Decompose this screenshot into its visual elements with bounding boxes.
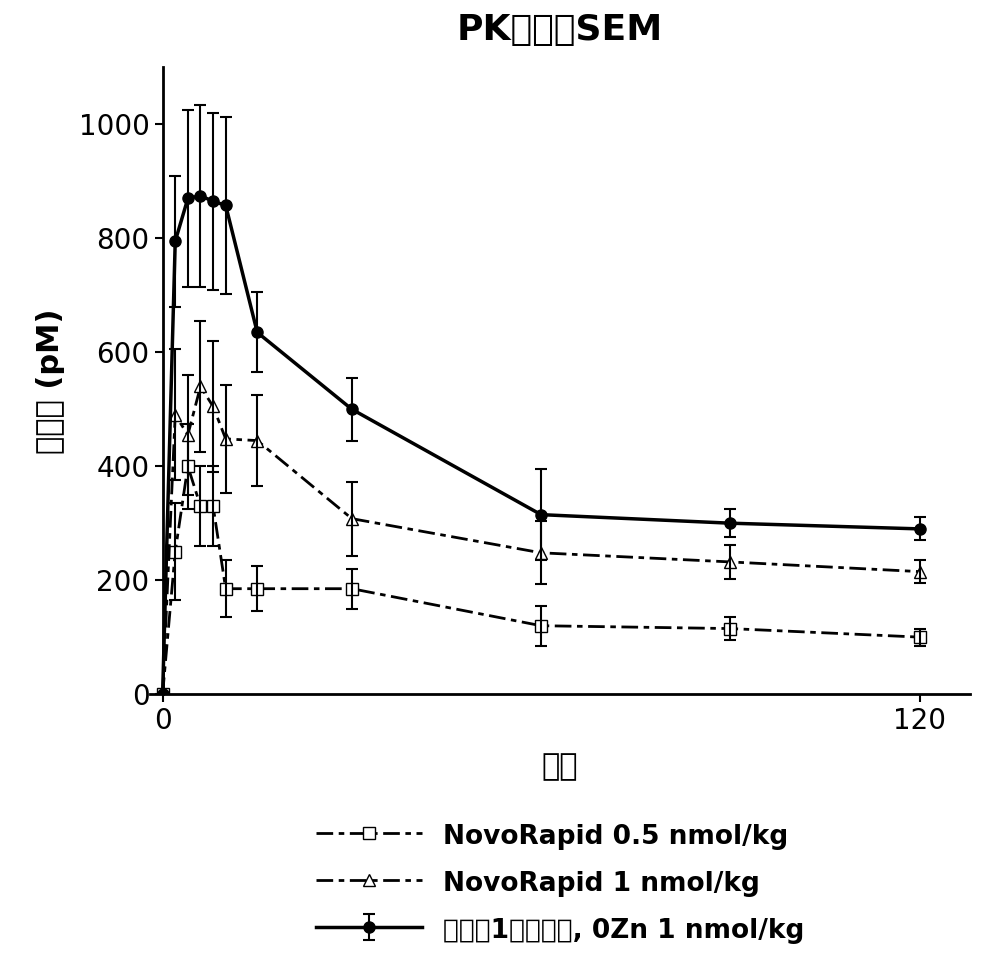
NovoRapid 0.5 nmol/kg	[194, 500, 206, 512]
NovoRapid 1 nmol/kg	[194, 381, 206, 392]
NovoRapid 1 nmol/kg	[535, 547, 547, 558]
NovoRapid 1 nmol/kg	[914, 566, 926, 577]
NovoRapid 1 nmol/kg	[157, 688, 169, 700]
NovoRapid 1 nmol/kg	[251, 435, 263, 446]
NovoRapid 0.5 nmol/kg	[182, 461, 194, 472]
NovoRapid 1 nmol/kg	[169, 409, 181, 420]
X-axis label: 分钟: 分钟	[542, 752, 578, 781]
Title: PK平均值SEM: PK平均值SEM	[457, 13, 663, 46]
NovoRapid 0.5 nmol/kg	[535, 620, 547, 631]
NovoRapid 0.5 nmol/kg	[251, 583, 263, 595]
NovoRapid 0.5 nmol/kg	[169, 546, 181, 557]
NovoRapid 0.5 nmol/kg	[220, 583, 232, 595]
Line: NovoRapid 0.5 nmol/kg: NovoRapid 0.5 nmol/kg	[157, 461, 925, 700]
NovoRapid 1 nmol/kg	[182, 429, 194, 441]
Line: NovoRapid 1 nmol/kg: NovoRapid 1 nmol/kg	[157, 381, 925, 700]
NovoRapid 1 nmol/kg	[207, 401, 219, 413]
NovoRapid 1 nmol/kg	[346, 513, 358, 524]
NovoRapid 0.5 nmol/kg	[914, 631, 926, 643]
NovoRapid 0.5 nmol/kg	[157, 688, 169, 700]
NovoRapid 1 nmol/kg	[220, 433, 232, 444]
NovoRapid 0.5 nmol/kg	[724, 623, 736, 634]
Y-axis label: 胰岛素 (pM): 胰岛素 (pM)	[36, 308, 65, 453]
NovoRapid 0.5 nmol/kg	[346, 583, 358, 595]
NovoRapid 1 nmol/kg	[724, 556, 736, 568]
NovoRapid 0.5 nmol/kg	[207, 500, 219, 512]
Legend: NovoRapid 0.5 nmol/kg, NovoRapid 1 nmol/kg, 实施例1的胰岛素, 0Zn 1 nmol/kg: NovoRapid 0.5 nmol/kg, NovoRapid 1 nmol/…	[316, 822, 804, 944]
